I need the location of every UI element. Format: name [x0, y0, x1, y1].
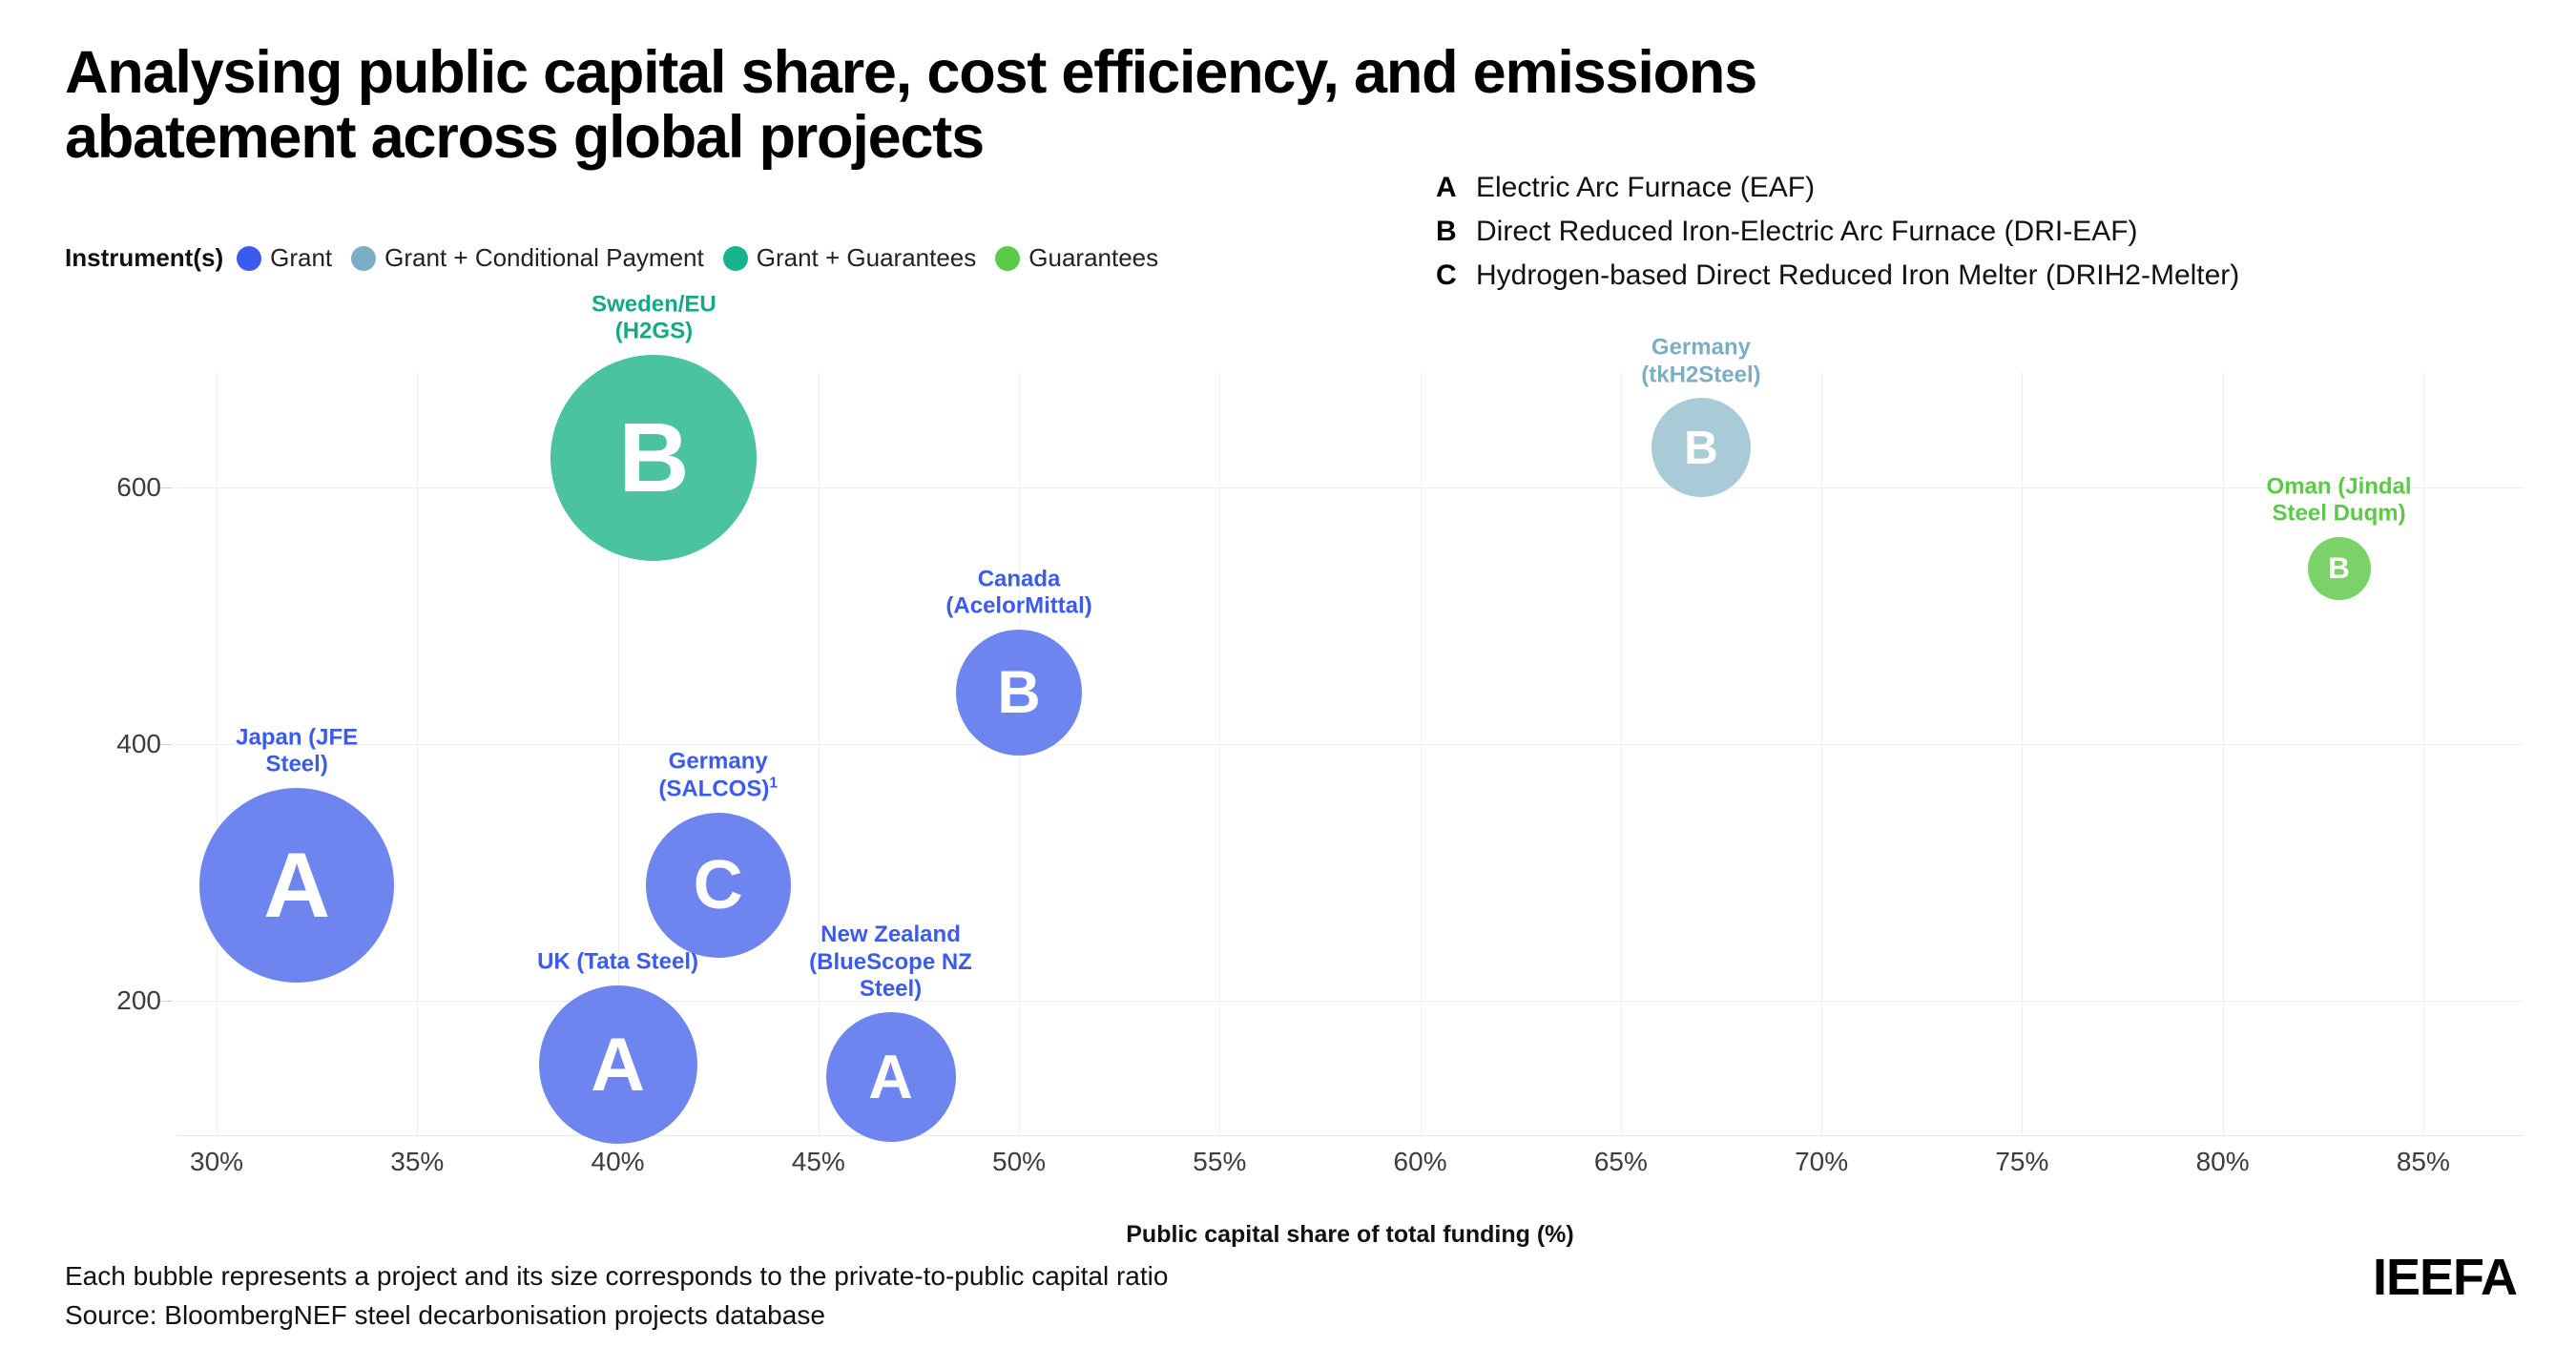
x-gridline: [818, 372, 820, 1135]
legend-item-grant-conditional-payment[interactable]: Grant + Conditional Payment: [351, 243, 704, 273]
bubble-label: Sweden/EU (H2GS): [592, 291, 717, 344]
bubble-germany-salcos[interactable]: C: [645, 812, 791, 958]
x-tick-label: 65%: [1593, 1147, 1648, 1176]
x-tick-label: 30%: [190, 1147, 244, 1176]
technology-key-description-c: Hydrogen-based Direct Reduced Iron Melte…: [1476, 259, 2240, 291]
y-gridline: [177, 1000, 2524, 1002]
bubble-label: Japan (JFE Steel): [236, 724, 359, 777]
x-axis-title: Public capital share of total funding (%…: [1126, 1221, 1574, 1248]
y-gridline: [177, 743, 2524, 745]
y-tick-mark: [157, 1000, 173, 1002]
technology-key-letter-c: C: [1436, 259, 1457, 291]
bubble-new-zealand-bluescope-nz-steel[interactable]: A: [825, 1012, 956, 1143]
legend-label-grant-conditional-payment: Grant + Conditional Payment: [384, 243, 704, 272]
y-tick-mark: [157, 487, 173, 488]
bubble-label: Germany (tkH2Steel): [1641, 334, 1761, 387]
x-tick-label: 75%: [1995, 1147, 2049, 1176]
x-tick-label: 45%: [791, 1147, 845, 1176]
bubble-label: New Zealand (BlueScope NZ Steel): [809, 922, 972, 1003]
instrument-legend: Instrument(s) Grant Grant + Conditional …: [65, 243, 1177, 273]
bubble-oman-jindal-steel-duqm[interactable]: B: [2307, 536, 2371, 600]
legend-item-grant[interactable]: Grant: [237, 243, 332, 273]
page-title-line-1: Analysing public capital share, cost eff…: [65, 39, 1757, 106]
x-gridline: [217, 372, 218, 1135]
bubble-sweden-eu-h2gs[interactable]: B: [551, 355, 758, 562]
y-tick-label: 400: [116, 728, 161, 758]
x-gridline: [2022, 372, 2024, 1135]
x-gridline: [1420, 372, 1422, 1135]
y-tick-label: 600: [116, 472, 161, 502]
y-gridline: [177, 487, 2524, 488]
technology-key-letter-b: B: [1436, 216, 1457, 247]
footnote-note: Each bubble represents a project and its…: [65, 1261, 1169, 1291]
x-tick-label: 70%: [1795, 1147, 1849, 1176]
x-gridline: [1620, 372, 1622, 1135]
page-title-line-2: abatement across global projects: [65, 104, 985, 172]
legend-label-grant: Grant: [270, 243, 333, 272]
technology-key-row-c: C Hydrogen-based Direct Reduced Iron Mel…: [1436, 259, 2239, 292]
instrument-legend-heading: Instrument(s): [65, 243, 224, 272]
bubble-canada-acelormittal[interactable]: B: [956, 630, 1083, 756]
x-gridline: [2422, 372, 2424, 1135]
y-tick-mark: [157, 743, 173, 745]
x-tick-label: 55%: [1193, 1147, 1247, 1176]
technology-key-row-a: A Electric Arc Furnace (EAF): [1436, 172, 2239, 204]
x-tick-label: 85%: [2396, 1147, 2450, 1176]
x-gridline: [617, 372, 619, 1135]
y-tick-label: 200: [116, 984, 161, 1015]
page-title: Analysing public capital share, cost eff…: [65, 40, 2259, 170]
legend-label-grant-guarantees: Grant + Guarantees: [756, 243, 977, 272]
legend-color-dot-grant-conditional-payment: [351, 245, 377, 271]
x-tick-label: 35%: [390, 1147, 445, 1176]
legend-color-dot-grant: [237, 245, 262, 271]
bubble-label: Canada (AcelorMittal): [945, 566, 1092, 619]
x-tick-label: 60%: [1393, 1147, 1447, 1176]
x-tick-label: 40%: [591, 1147, 645, 1176]
x-axis-line: [177, 1135, 2524, 1136]
x-tick-label: 80%: [2195, 1147, 2250, 1176]
x-gridline: [1219, 372, 1221, 1135]
legend-color-dot-guarantees: [995, 245, 1021, 271]
bubble-japan-jfe-steel[interactable]: A: [199, 787, 395, 983]
technology-key-row-b: B Direct Reduced Iron-Electric Arc Furna…: [1436, 216, 2239, 248]
technology-key-description-b: Direct Reduced Iron-Electric Arc Furnace…: [1476, 216, 2138, 247]
legend-item-guarantees[interactable]: Guarantees: [995, 243, 1158, 273]
legend-item-grant-guarantees[interactable]: Grant + Guarantees: [722, 243, 977, 273]
technology-key-letter-a: A: [1436, 172, 1457, 203]
bubble-label: UK (Tata Steel): [537, 948, 699, 975]
legend-color-dot-grant-guarantees: [722, 245, 748, 271]
chart-footnote: Each bubble represents a project and its…: [65, 1257, 1168, 1335]
x-gridline: [1821, 372, 1823, 1135]
x-gridline: [417, 372, 419, 1135]
bubble-label: Oman (Jindal Steel Duqm): [2266, 473, 2412, 527]
footnote-source: Source: BloombergNEF steel decarbonisati…: [65, 1299, 825, 1330]
x-tick-label: 50%: [992, 1147, 1047, 1176]
bubble-germany-tkh2steel[interactable]: B: [1651, 398, 1751, 498]
technology-key: A Electric Arc Furnace (EAF) B Direct Re…: [1436, 172, 2239, 303]
ieefa-logo: IEEFA: [2372, 1249, 2518, 1306]
legend-label-guarantees: Guarantees: [1028, 243, 1159, 272]
technology-key-description-a: Electric Arc Furnace (EAF): [1476, 172, 1816, 203]
bubble-label: Germany (SALCOS)1: [658, 748, 779, 802]
x-gridline: [2222, 372, 2224, 1135]
plot-area: Public capital share of total funding (%…: [116, 291, 2524, 1248]
bubble-uk-tata-steel[interactable]: A: [538, 985, 697, 1145]
